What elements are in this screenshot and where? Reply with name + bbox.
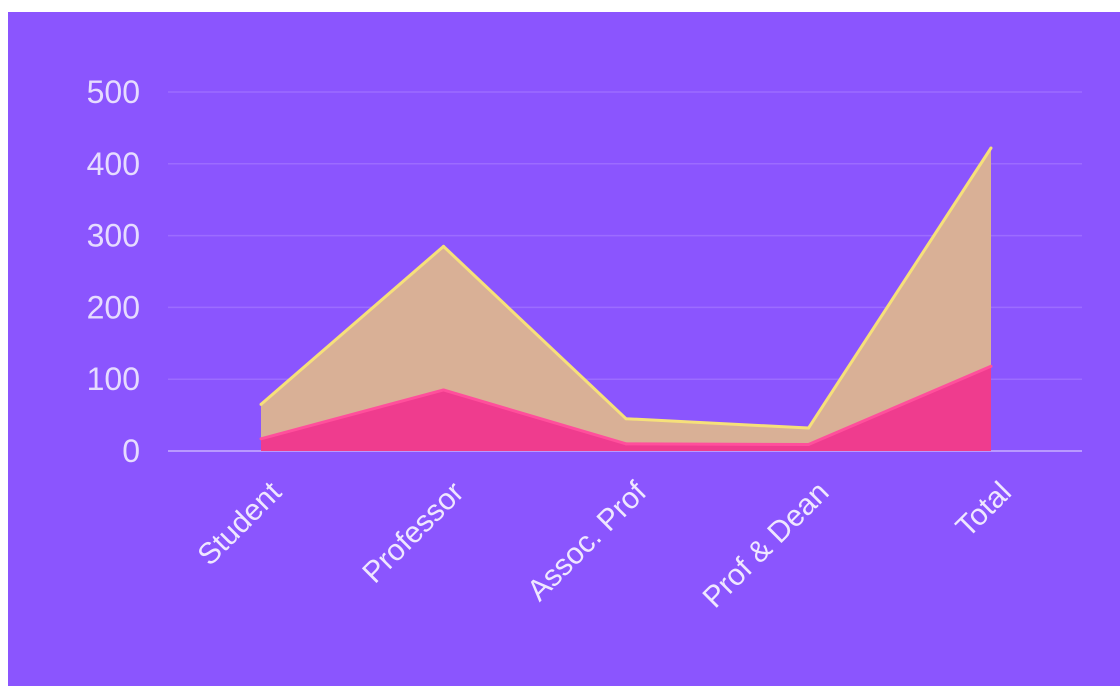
chart-panel: 0 100 200 300 400 500 Student Professor Assoc. …: [8, 12, 1120, 686]
series-1-point: [259, 402, 263, 406]
series-2-point: [442, 388, 445, 392]
series-1-point: [442, 244, 445, 248]
y-tick-label: 200: [87, 289, 140, 325]
y-tick-label: 300: [87, 218, 140, 254]
series-2-point: [989, 364, 993, 368]
series-2-area: [261, 366, 991, 451]
series-1-point: [989, 146, 993, 150]
x-axis-ticks: Student Professor Assoc. Prof Prof & Dean To…: [191, 475, 1017, 614]
x-category-label: Prof & Dean: [697, 476, 836, 615]
x-category-label: Total: [950, 476, 1018, 544]
series-1-area: [261, 148, 991, 451]
y-tick-label: 0: [122, 433, 140, 469]
series-1-point: [807, 426, 810, 430]
x-category-label: Assoc. Prof: [521, 475, 653, 607]
series-2-point: [624, 442, 628, 446]
series-areas: [259, 146, 993, 451]
series-2-point: [259, 437, 263, 441]
y-tick-label: 500: [87, 74, 140, 110]
x-category-label: Student: [191, 475, 288, 572]
series-1-point: [624, 417, 628, 421]
y-axis-ticks: 0 100 200 300 400 500: [87, 74, 140, 469]
area-chart: 0 100 200 300 400 500 Student Professor Assoc. …: [87, 74, 1082, 615]
y-tick-label: 400: [87, 146, 140, 182]
series-2-point: [807, 443, 810, 447]
x-category-label: Professor: [356, 476, 470, 590]
y-tick-label: 100: [87, 361, 140, 397]
